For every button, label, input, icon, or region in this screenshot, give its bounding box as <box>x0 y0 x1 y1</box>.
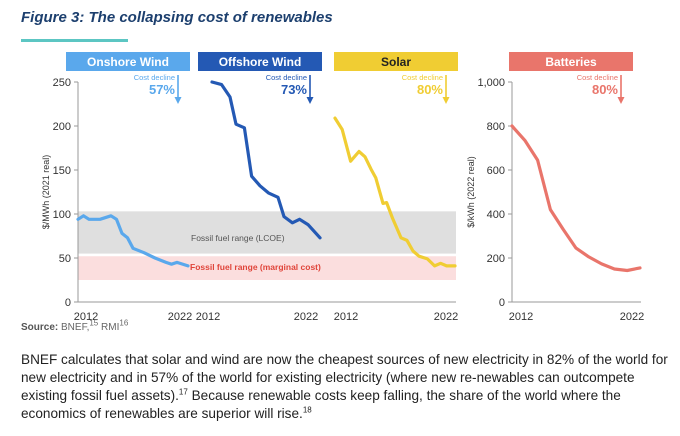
batteries-series-line <box>510 124 642 273</box>
solar-decline-value: 80% <box>417 82 443 97</box>
body-text-1: BNEF calculates that solar and wind are … <box>21 352 668 403</box>
body-text-2: Because renewable costs keep falling, th… <box>21 388 621 421</box>
solar-series-line <box>333 116 457 268</box>
offshore-wind-series-line <box>210 80 322 240</box>
onshore-wind-decline-label: Cost decline <box>134 73 175 82</box>
y-tick-label: 250 <box>53 77 71 89</box>
lcoe-band-label: Fossil fuel range (LCOE) <box>191 233 285 243</box>
batteries-decline-arrow-head <box>617 97 625 104</box>
solar-x-tick-label: 2012 <box>334 311 358 323</box>
source-text-1: BNEF, <box>61 322 90 333</box>
batteries-y-tick-label: 1,000 <box>477 77 505 89</box>
onshore-wind-x-tick-label: 2012 <box>74 311 98 323</box>
onshore-wind-series-line <box>76 214 190 268</box>
source-label: Source: <box>21 322 59 333</box>
onshore-wind-header <box>66 52 190 71</box>
onshore-wind-decline-arrow-head <box>174 97 182 104</box>
y-tick-label: 150 <box>53 165 71 177</box>
marginal-band-label: Fossil fuel range (marginal cost) <box>190 262 321 272</box>
body-paragraph: BNEF calculates that solar and wind are … <box>21 351 671 423</box>
solar-decline-label: Cost decline <box>402 73 443 82</box>
offshore-wind-header <box>198 52 322 71</box>
solar-decline-arrow-head <box>442 97 450 104</box>
y-tick-label: 100 <box>53 209 71 221</box>
batteries-y-tick-label: 800 <box>487 121 505 133</box>
y-tick-label: 200 <box>53 121 71 133</box>
batteries-y-tick-label: 0 <box>499 297 505 309</box>
source-note: Source: BNEF,15 RMI16 <box>21 318 129 333</box>
batteries-y-tick-label: 200 <box>487 253 505 265</box>
offshore-wind-x-tick-label: 2012 <box>196 311 220 323</box>
batteries-decline-value: 80% <box>592 82 618 97</box>
batteries-header-title: Batteries <box>545 55 597 69</box>
title-underline <box>21 39 128 42</box>
offshore-wind-x-tick-label: 2022 <box>294 311 318 323</box>
source-ref-1: 15 <box>89 318 99 328</box>
offshore-wind-header-title: Offshore Wind <box>219 55 302 69</box>
body-ref-1: 17 <box>178 387 188 397</box>
marginal-band <box>78 256 456 280</box>
source-text-2: RMI <box>98 322 120 333</box>
offshore-wind-decline-label: Cost decline <box>266 73 307 82</box>
onshore-wind-header-title: Onshore Wind <box>87 55 169 69</box>
batteries-y-tick-label: 600 <box>487 165 505 177</box>
solar-x-tick-label: 2022 <box>434 311 458 323</box>
batteries-x-tick-label: 2022 <box>620 311 644 323</box>
batteries-header <box>509 52 633 71</box>
onshore-wind-decline-value: 57% <box>149 82 175 97</box>
chart-area: 0 50 100 150 200 250 $/MWh (2021 real) 0 200 400 6… <box>41 52 644 323</box>
batteries-y-tick-label: 400 <box>487 209 505 221</box>
batteries-y-axis-label: $/kWh (2022 real) <box>466 156 476 228</box>
figure-title: Figure 3: The collapsing cost of renewab… <box>21 9 333 26</box>
source-ref-2: 16 <box>119 318 129 328</box>
batteries-decline-label: Cost decline <box>577 73 618 82</box>
offshore-wind-decline-arrow-head <box>306 97 314 104</box>
body-ref-2: 18 <box>302 405 312 415</box>
onshore-wind-x-tick-label: 2022 <box>168 311 192 323</box>
solar-header-title: Solar <box>381 55 411 69</box>
y-tick-label: 50 <box>59 253 71 265</box>
batteries-x-tick-label: 2012 <box>509 311 533 323</box>
solar-header <box>334 52 458 71</box>
y-tick-label: 0 <box>65 297 71 309</box>
y-axis-label: $/MWh (2021 real) <box>41 155 51 230</box>
offshore-wind-decline-value: 73% <box>281 82 307 97</box>
